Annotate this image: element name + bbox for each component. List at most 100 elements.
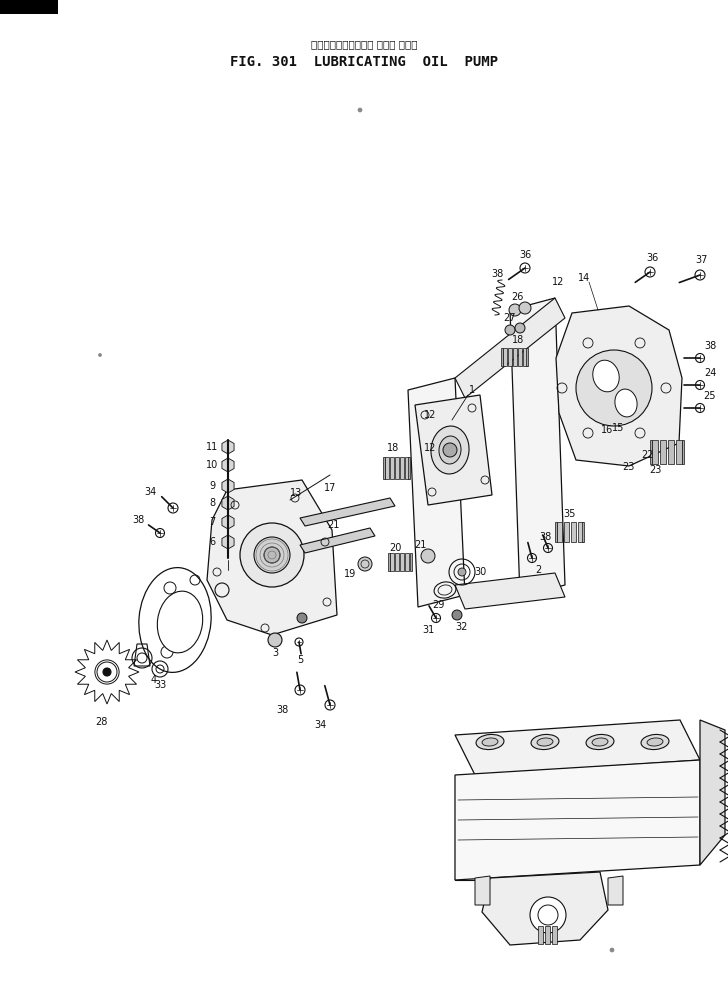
- Polygon shape: [556, 306, 682, 466]
- Bar: [652, 440, 658, 464]
- Text: 23: 23: [622, 462, 634, 472]
- Text: 4: 4: [151, 675, 157, 685]
- Bar: [408, 457, 410, 479]
- Text: 21: 21: [327, 520, 339, 530]
- Bar: [650, 440, 652, 464]
- Bar: [400, 457, 404, 479]
- Bar: [388, 553, 390, 571]
- Bar: [518, 348, 522, 366]
- Bar: [400, 553, 404, 571]
- Polygon shape: [455, 573, 565, 609]
- Text: 37: 37: [696, 255, 708, 265]
- Text: 34: 34: [144, 487, 156, 497]
- Text: 36: 36: [519, 250, 531, 260]
- Polygon shape: [222, 479, 234, 493]
- Ellipse shape: [439, 436, 461, 464]
- Polygon shape: [455, 298, 565, 398]
- Circle shape: [515, 323, 525, 333]
- Circle shape: [358, 108, 362, 112]
- Text: 15: 15: [612, 423, 624, 433]
- Circle shape: [452, 610, 462, 620]
- Bar: [523, 348, 527, 366]
- Circle shape: [268, 633, 282, 647]
- Text: 10: 10: [206, 460, 218, 470]
- Polygon shape: [482, 872, 608, 945]
- Bar: [501, 348, 503, 366]
- Circle shape: [576, 350, 652, 426]
- Circle shape: [297, 613, 307, 623]
- Bar: [503, 348, 507, 366]
- Bar: [552, 926, 557, 944]
- Polygon shape: [222, 515, 234, 529]
- Text: 12: 12: [424, 410, 436, 420]
- Bar: [390, 457, 394, 479]
- Circle shape: [264, 547, 280, 563]
- Text: 5: 5: [297, 655, 303, 665]
- Circle shape: [443, 443, 457, 457]
- Bar: [668, 440, 674, 464]
- Circle shape: [358, 557, 372, 571]
- Text: 14: 14: [578, 273, 590, 283]
- Ellipse shape: [647, 738, 663, 746]
- Bar: [390, 553, 394, 571]
- Text: 18: 18: [387, 443, 399, 453]
- Circle shape: [519, 302, 531, 314]
- Bar: [508, 348, 512, 366]
- Text: 27: 27: [504, 313, 516, 323]
- Polygon shape: [608, 876, 623, 905]
- Text: 36: 36: [646, 253, 658, 263]
- Polygon shape: [207, 480, 337, 635]
- Bar: [526, 348, 528, 366]
- Text: 1: 1: [469, 385, 475, 395]
- Polygon shape: [300, 528, 375, 553]
- Polygon shape: [222, 535, 234, 549]
- Polygon shape: [475, 876, 490, 905]
- Ellipse shape: [615, 389, 637, 417]
- Text: 21: 21: [414, 540, 426, 550]
- Text: 8: 8: [209, 498, 215, 508]
- Ellipse shape: [531, 734, 559, 750]
- Circle shape: [509, 304, 521, 316]
- Polygon shape: [510, 298, 565, 597]
- Ellipse shape: [476, 734, 504, 750]
- Text: 22: 22: [642, 450, 654, 460]
- Bar: [538, 926, 543, 944]
- Polygon shape: [415, 395, 492, 505]
- Ellipse shape: [431, 426, 469, 474]
- Text: 23: 23: [649, 465, 661, 475]
- Circle shape: [505, 325, 515, 335]
- Text: 6: 6: [209, 537, 215, 547]
- Bar: [0, 0, 58, 14]
- Text: ルーブリケーティング オイル ポンプ: ルーブリケーティング オイル ポンプ: [311, 40, 417, 49]
- Bar: [405, 457, 409, 479]
- Text: 7: 7: [209, 517, 215, 527]
- Circle shape: [240, 523, 304, 587]
- Text: 3: 3: [272, 648, 278, 658]
- Bar: [557, 522, 562, 542]
- Text: 38: 38: [491, 269, 503, 279]
- Ellipse shape: [537, 738, 553, 746]
- Polygon shape: [455, 775, 475, 880]
- Bar: [410, 553, 412, 571]
- Polygon shape: [222, 496, 234, 510]
- Text: 19: 19: [344, 569, 356, 579]
- Text: 33: 33: [154, 680, 166, 690]
- Bar: [564, 522, 569, 542]
- Polygon shape: [455, 720, 700, 775]
- Ellipse shape: [482, 738, 498, 746]
- Bar: [383, 457, 385, 479]
- Bar: [555, 522, 557, 542]
- Text: 2: 2: [535, 565, 541, 575]
- Text: 11: 11: [206, 442, 218, 452]
- Text: 25: 25: [704, 391, 716, 401]
- Text: 31: 31: [422, 625, 434, 635]
- Text: 18: 18: [512, 335, 524, 345]
- Polygon shape: [222, 440, 234, 454]
- Circle shape: [421, 549, 435, 563]
- Bar: [395, 457, 399, 479]
- Bar: [578, 522, 583, 542]
- Circle shape: [530, 897, 566, 933]
- Text: 24: 24: [704, 368, 716, 378]
- Circle shape: [103, 668, 111, 676]
- Text: 9: 9: [209, 481, 215, 491]
